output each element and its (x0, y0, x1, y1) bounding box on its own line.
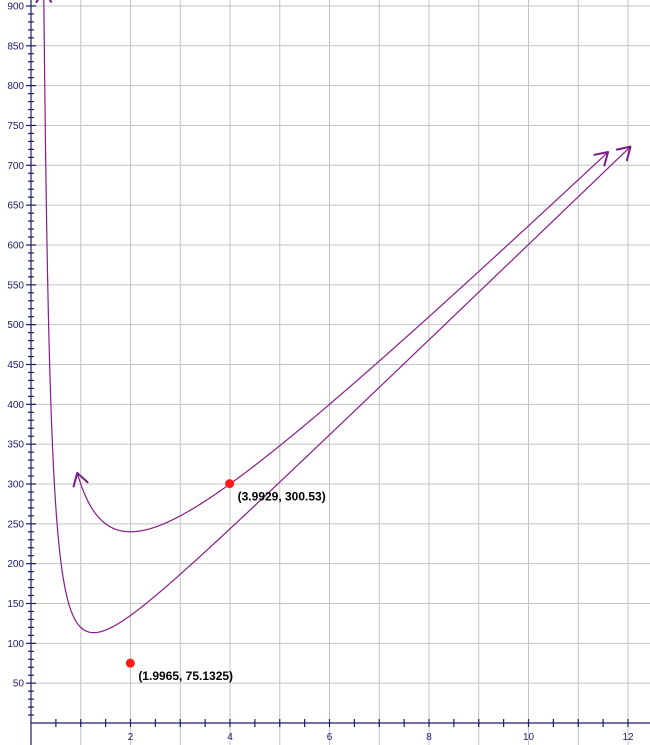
y-tick-label: 750 (7, 121, 24, 132)
x-tick-label: 12 (622, 732, 634, 743)
y-tick-label: 300 (7, 479, 24, 490)
grid (31, 0, 650, 745)
curve-arrowhead (72, 471, 89, 488)
curve-arrows (35, 0, 632, 488)
series-line (76, 151, 609, 533)
y-tick-label: 200 (7, 559, 24, 570)
y-tick-label: 800 (7, 81, 24, 92)
minimum-point (125, 658, 135, 668)
curves (43, 0, 631, 634)
y-tick-label: 700 (7, 161, 24, 172)
minimum-point-label: (1.9965, 75.1325) (138, 669, 233, 683)
y-tick-label: 350 (7, 440, 24, 451)
y-tick-label: 900 (7, 1, 24, 12)
y-tick-label: 250 (7, 519, 24, 530)
ticks (26, 5, 629, 727)
y-tick-label: 550 (7, 280, 24, 291)
axes (30, 0, 650, 745)
x-tick-label: 10 (523, 732, 535, 743)
y-tick-label: 450 (7, 360, 24, 371)
series-line (43, 0, 631, 634)
y-tick-label: 400 (7, 400, 24, 411)
minimum-point-label: (3.9929, 300.53) (238, 490, 326, 504)
x-tick-label: 6 (327, 732, 333, 743)
y-tick-label: 600 (7, 240, 24, 251)
x-tick-label: 4 (227, 732, 233, 743)
y-tick-label: 50 (13, 679, 25, 690)
marker-labels: (1.9965, 75.1325) (3.9929, 300.53) (138, 490, 325, 684)
y-tick-label: 500 (7, 320, 24, 331)
tick-labels: 50 100 150 200 250 300 350 400 450 500 550 600 650 70… (7, 1, 634, 743)
y-tick-label: 850 (7, 41, 24, 52)
y-tick-label: 100 (7, 639, 24, 650)
minimum-point (225, 479, 235, 489)
y-tick-label: 650 (7, 201, 24, 212)
curve-arrowhead (593, 151, 610, 167)
x-tick-label: 8 (426, 732, 432, 743)
curve-arrowhead (615, 145, 632, 162)
y-tick-label: 150 (7, 599, 24, 610)
markers (125, 479, 235, 668)
x-tick-label: 2 (128, 732, 134, 743)
